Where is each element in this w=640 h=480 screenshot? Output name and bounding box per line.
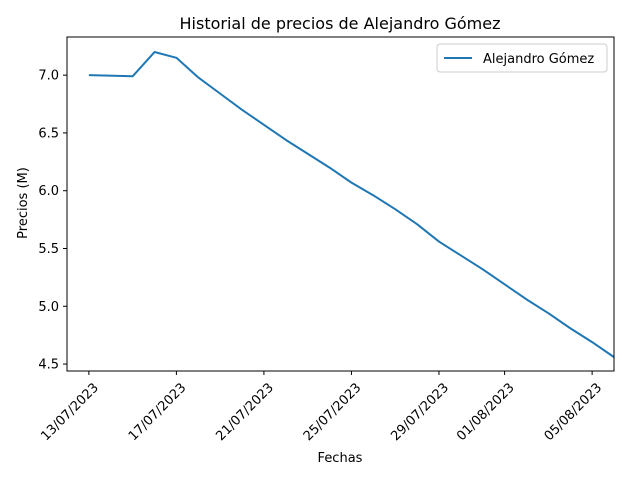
y-tick-label-3: 6.0 [38,184,59,199]
legend: Alejandro Gómez [436,43,608,73]
y-tick-label-4: 6.5 [38,126,59,141]
legend-box [436,43,608,73]
legend-label: Alejandro Gómez [483,52,594,67]
axes-frame [66,36,615,372]
series-line-0 [88,51,615,358]
chart-title: Historial de precios de Alejandro Gómez [180,14,501,33]
x-axis-title: Fechas [318,451,363,466]
y-tick-label-1: 5.0 [38,300,59,315]
y-axis-title: Precios (M) [16,167,31,239]
y-tick-label-0: 4.5 [38,358,59,373]
y-tick-label-2: 5.5 [38,242,59,257]
y-tick-label-5: 7.0 [38,69,59,84]
